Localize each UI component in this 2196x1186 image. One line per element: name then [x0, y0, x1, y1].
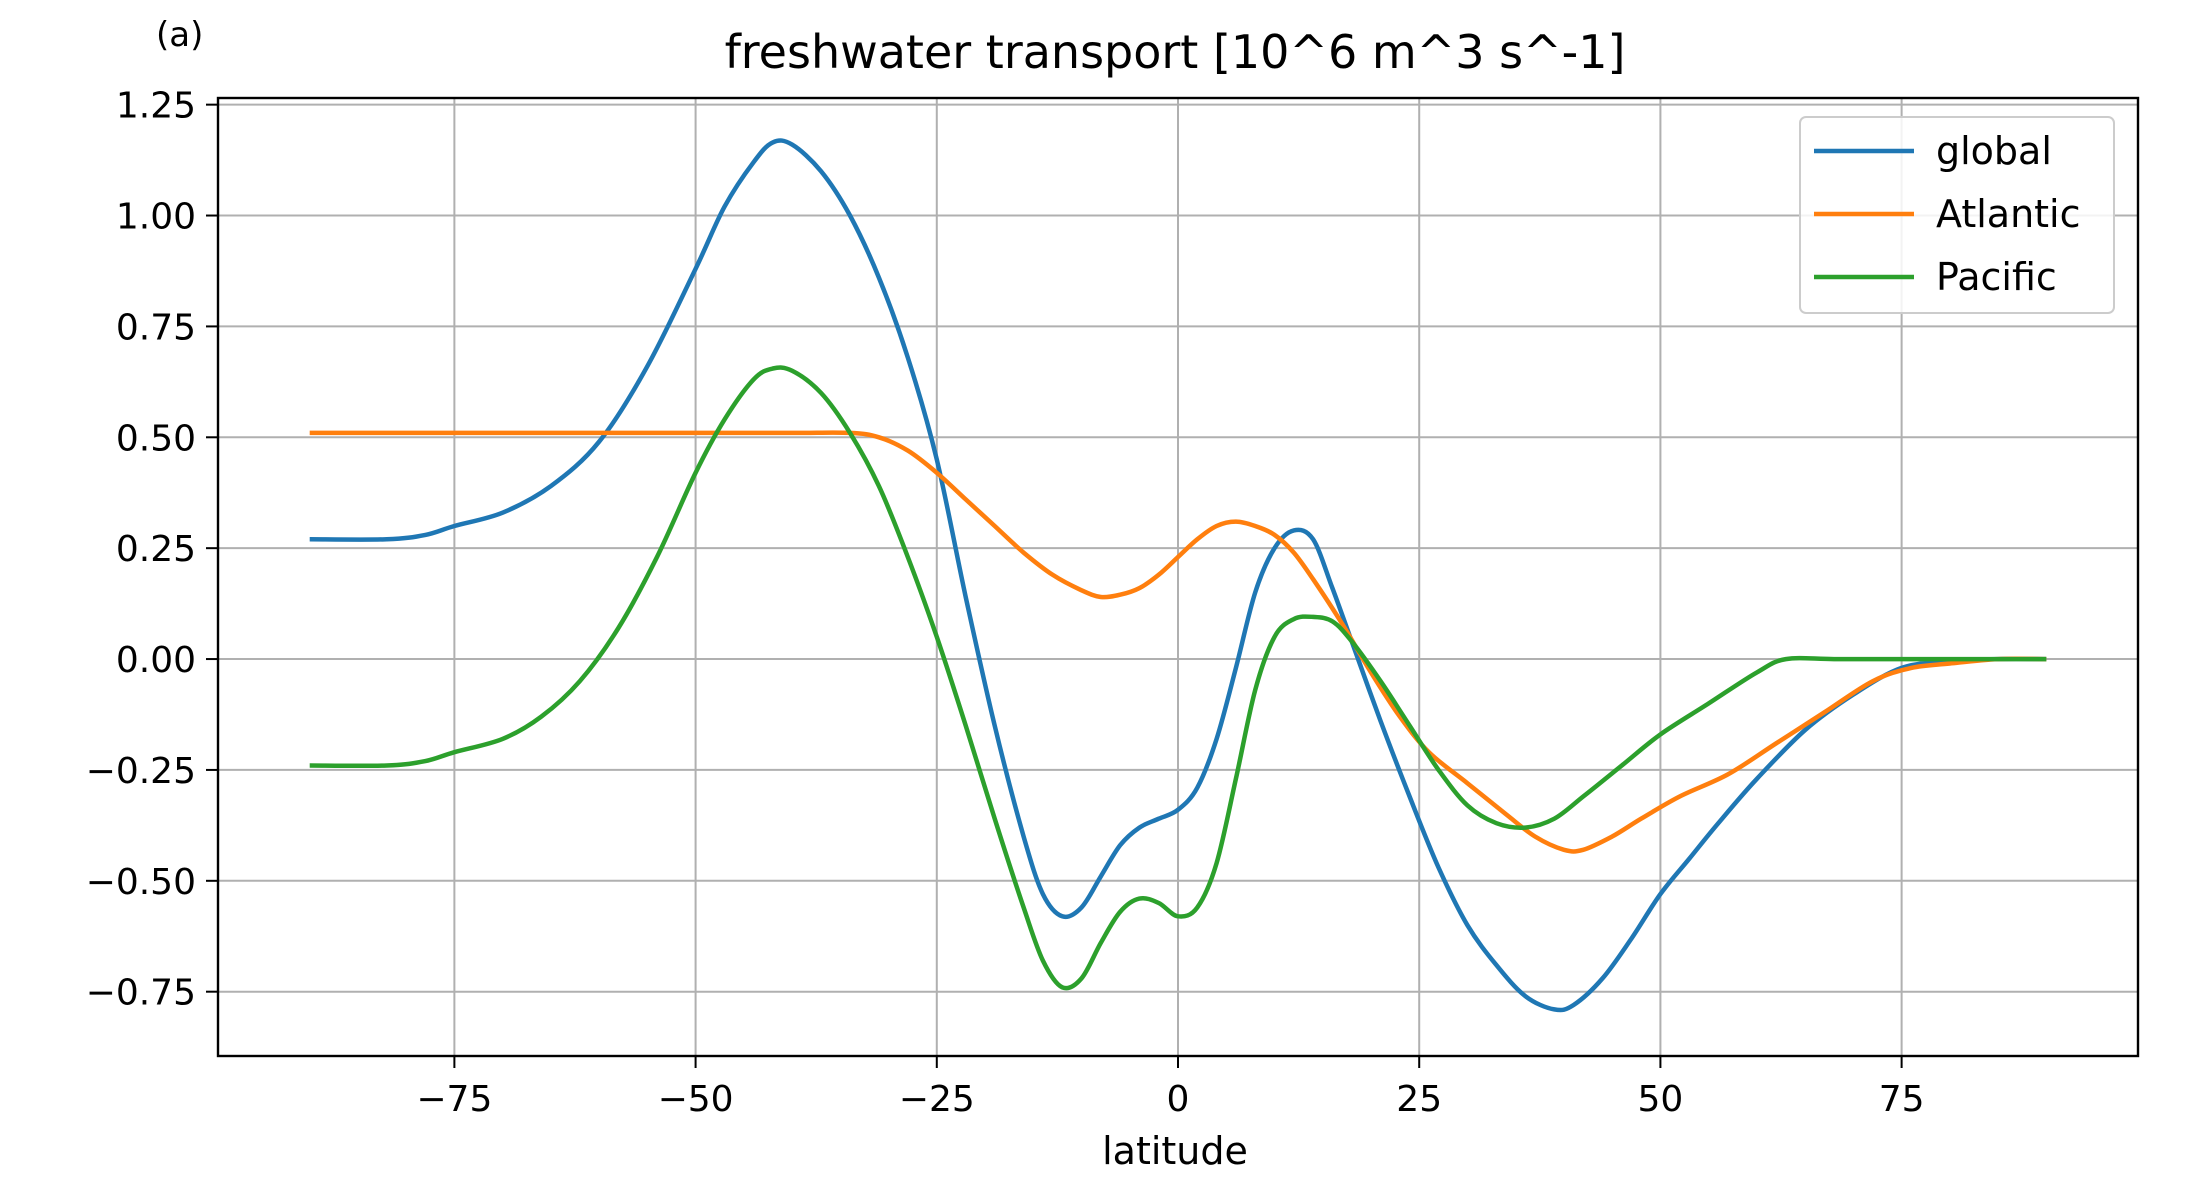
chart-title: freshwater transport [10^6 m^3 s^-1] [725, 25, 1626, 79]
x-tick-label: 25 [1396, 1079, 1442, 1120]
series-lines [309, 138, 2047, 1013]
grid [218, 98, 2138, 1056]
y-tick-label: 0.75 [116, 307, 196, 348]
x-tick-label: 75 [1879, 1079, 1925, 1120]
x-tick-label: −75 [416, 1079, 492, 1120]
x-tick-label: −25 [899, 1079, 975, 1120]
x-tick-label: 0 [1167, 1079, 1190, 1120]
series-line-atlantic [309, 430, 2047, 854]
legend-box [1799, 116, 2115, 314]
y-tick-label: −0.50 [86, 862, 196, 903]
y-tick-label: 1.00 [116, 197, 196, 238]
x-tick-label: −50 [658, 1079, 734, 1120]
y-tick-label: 0.25 [116, 529, 196, 570]
legend-label-pacific: Pacific [1936, 255, 2057, 299]
y-tick-label: 0.00 [116, 640, 196, 681]
legend-label-atlantic: Atlantic [1936, 192, 2081, 236]
legend: global Atlantic Pacific [1799, 116, 2115, 314]
x-axis-label: latitude [1102, 1129, 1248, 1173]
y-tick-label: −0.25 [86, 751, 196, 792]
x-axis-ticks: −75 −50 −25 0 25 50 75 [416, 1056, 1925, 1120]
y-axis-ticks: −0.75 −0.50 −0.25 0.00 0.25 0.50 0.75 1.00 1.25 [86, 86, 218, 1014]
y-tick-label: −0.75 [86, 973, 196, 1014]
y-tick-label: 1.25 [116, 86, 196, 127]
series-line-pacific [309, 365, 2047, 991]
legend-label-global: global [1936, 129, 2052, 173]
y-tick-label: 0.50 [116, 418, 196, 459]
x-tick-label: 50 [1638, 1079, 1684, 1120]
panel-label: (a) [156, 15, 203, 55]
series-line-global [309, 138, 2047, 1013]
